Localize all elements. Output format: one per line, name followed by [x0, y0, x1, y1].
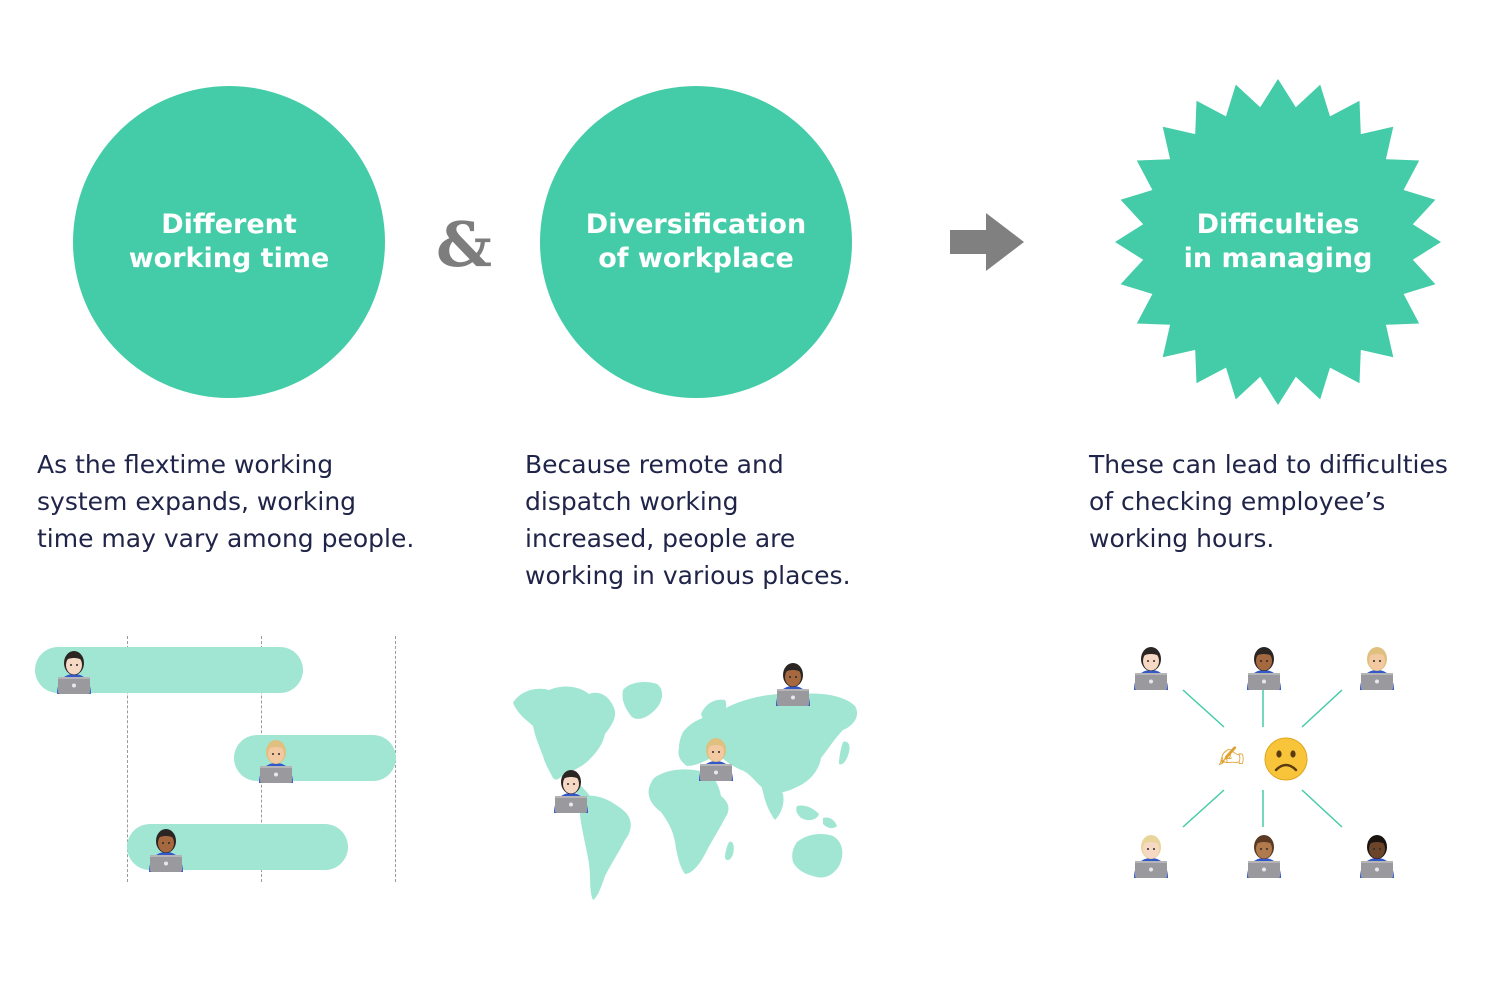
starburst-shape [1115, 79, 1441, 405]
description-line: As the flextime working [37, 450, 334, 479]
step-circle-workplace: Diversification of workplace [540, 86, 852, 398]
description-line: increased, people are [525, 524, 796, 553]
description-workplace: Because remote and dispatch working incr… [525, 446, 851, 594]
step-title-workplace: Diversification of workplace [585, 209, 807, 274]
step-title-managing: Difficulties in managing [1183, 209, 1373, 274]
network-connector-lines [1182, 689, 1343, 828]
person-with-laptop-icon [149, 829, 183, 872]
person-with-laptop-icon [1247, 647, 1281, 690]
person-with-laptop-icon [1134, 647, 1168, 690]
person-with-laptop-icon [1247, 835, 1281, 878]
person-with-laptop-icon [776, 663, 810, 706]
step-title-working-time: Different working time [128, 209, 330, 274]
description-line: system expands, working [37, 487, 357, 516]
step-circle-working-time: Different working time [73, 86, 385, 398]
description-line: working in various places. [525, 561, 851, 590]
person-with-laptop-icon [1360, 647, 1394, 690]
person-with-laptop-icon [1360, 835, 1394, 878]
world-map-icon [513, 682, 858, 900]
description-line: These can lead to difficulties [1089, 450, 1448, 479]
right-arrow-icon [950, 213, 1024, 271]
description-working-time: As the flextime working system expands, … [37, 446, 414, 557]
timeline-divider [127, 636, 128, 882]
description-line: time may vary among people. [37, 524, 415, 553]
person-with-laptop-icon [554, 770, 588, 813]
person-with-laptop-icon [259, 740, 293, 783]
person-with-laptop-icon [699, 738, 733, 781]
description-line: working hours. [1089, 524, 1275, 553]
description-line: dispatch working [525, 487, 739, 516]
frowning-face-icon [1264, 737, 1308, 781]
step-title-wrap-managing: Difficulties in managing [1114, 78, 1442, 406]
description-line: Because remote and [525, 450, 784, 479]
ampersand-connector: & [436, 208, 492, 281]
writing-hand-icon: ✍ [1218, 738, 1245, 776]
person-with-laptop-icon [57, 651, 91, 694]
description-line: of checking employee’s [1089, 487, 1386, 516]
description-managing: These can lead to difficulties of checki… [1089, 446, 1448, 557]
person-with-laptop-icon [1134, 835, 1168, 878]
step-starburst-managing [1115, 79, 1441, 405]
